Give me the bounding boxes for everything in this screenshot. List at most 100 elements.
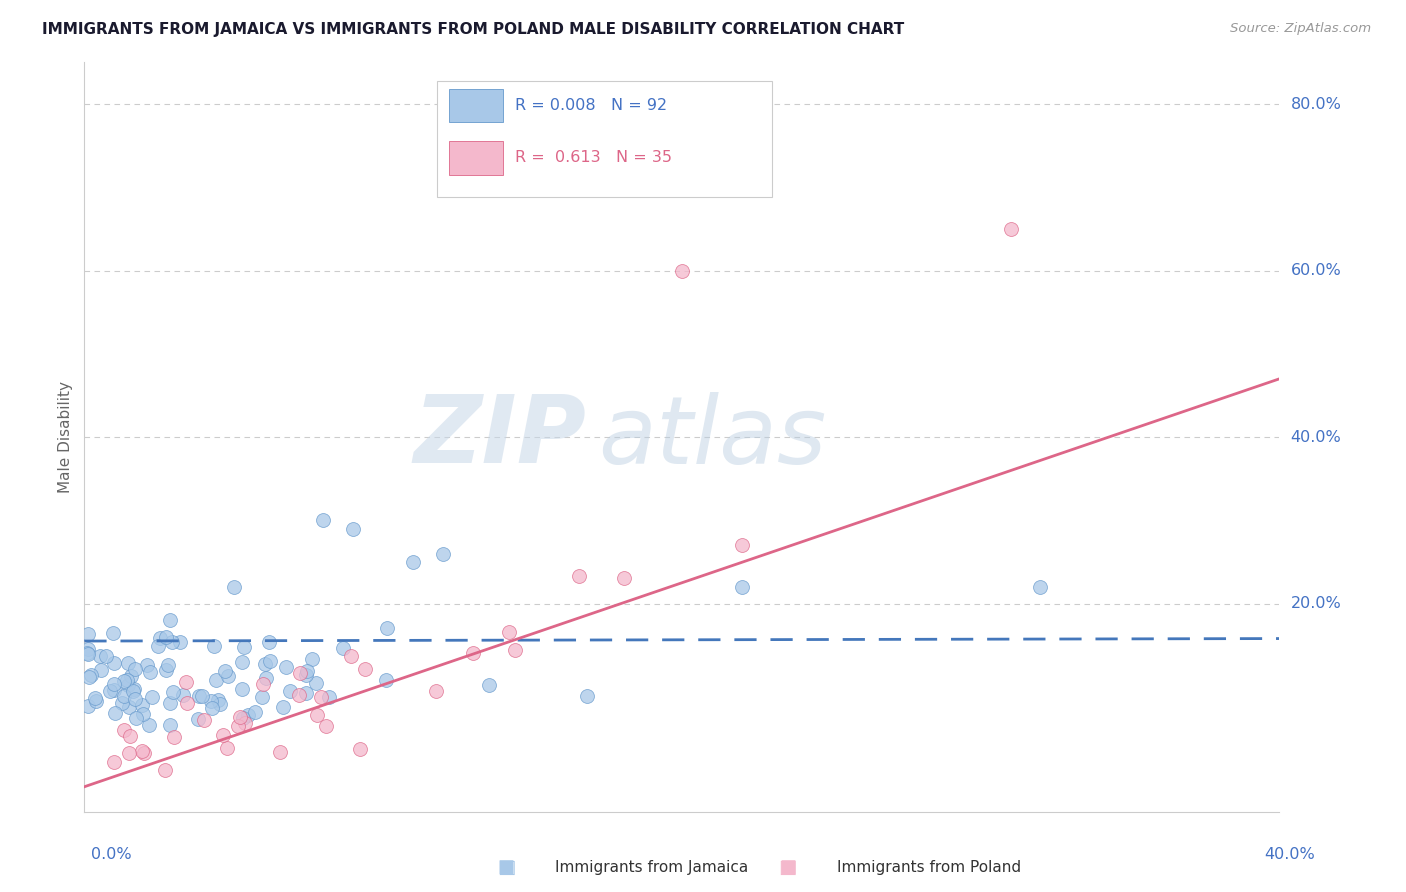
Point: [120, 729, 142, 743]
Text: IMMIGRANTS FROM JAMAICA VS IMMIGRANTS FROM POLAND MALE DISABILITY CORRELATION CH: IMMIGRANTS FROM JAMAICA VS IMMIGRANTS FR…: [42, 22, 904, 37]
Point: [232, 711, 254, 725]
Point: [271, 700, 294, 714]
Point: [193, 713, 215, 727]
Text: R = 0.008   N = 92: R = 0.008 N = 92: [515, 97, 666, 112]
Point: [498, 625, 520, 640]
Point: [233, 716, 256, 731]
Point: [731, 538, 754, 552]
Point: [315, 719, 337, 733]
Text: 80.0%: 80.0%: [1291, 96, 1341, 112]
Point: [202, 639, 225, 653]
Point: [101, 626, 124, 640]
Point: [163, 730, 186, 744]
Point: [461, 646, 484, 660]
Point: [132, 706, 155, 721]
Point: [342, 522, 364, 536]
Point: [103, 706, 125, 720]
Text: atlas: atlas: [599, 392, 827, 483]
Point: [215, 740, 238, 755]
Point: [141, 690, 163, 704]
Point: [131, 698, 153, 713]
Point: [478, 678, 501, 692]
Point: [354, 661, 377, 675]
Point: [103, 683, 125, 698]
Point: [115, 673, 138, 688]
Point: [172, 688, 194, 702]
Point: [375, 622, 398, 636]
Point: [311, 690, 333, 705]
Text: 20.0%: 20.0%: [1291, 596, 1341, 611]
Point: [117, 656, 139, 670]
Point: [222, 580, 245, 594]
Point: [138, 718, 160, 732]
Point: [207, 693, 229, 707]
Point: [176, 696, 198, 710]
Point: [295, 668, 318, 682]
Point: [118, 746, 141, 760]
Point: [77, 627, 100, 641]
Point: [297, 664, 319, 678]
Text: 40.0%: 40.0%: [1264, 847, 1315, 863]
FancyBboxPatch shape: [449, 88, 503, 122]
Point: [200, 694, 222, 708]
Point: [155, 663, 177, 677]
Point: [103, 677, 125, 691]
Point: [162, 684, 184, 698]
Point: [155, 631, 177, 645]
Point: [162, 635, 184, 649]
Text: 0.0%: 0.0%: [91, 847, 132, 863]
Point: [1029, 580, 1052, 594]
Point: [122, 684, 145, 698]
Point: [77, 670, 100, 684]
Point: [132, 747, 156, 761]
Point: [112, 674, 135, 689]
Point: [159, 717, 181, 731]
Point: [169, 634, 191, 648]
FancyBboxPatch shape: [449, 141, 503, 175]
Point: [332, 640, 354, 655]
Text: 40.0%: 40.0%: [1291, 430, 1341, 444]
Point: [1000, 222, 1022, 236]
Point: [112, 689, 135, 703]
Point: [425, 684, 447, 698]
Point: [301, 652, 323, 666]
Point: [77, 647, 100, 661]
Point: [250, 690, 273, 704]
Point: [103, 755, 125, 769]
Point: [305, 708, 328, 723]
Text: ■: ■: [779, 858, 796, 876]
Point: [402, 555, 425, 569]
Text: 60.0%: 60.0%: [1291, 263, 1341, 278]
Point: [731, 580, 754, 594]
Point: [269, 745, 291, 759]
Point: [229, 710, 252, 724]
Point: [94, 648, 117, 663]
Point: [201, 700, 224, 714]
Point: [217, 668, 239, 682]
Point: [84, 694, 107, 708]
Point: [76, 646, 98, 660]
Point: [318, 690, 340, 704]
Point: [288, 688, 311, 702]
Point: [90, 663, 112, 677]
Point: [191, 689, 214, 703]
Point: [131, 744, 153, 758]
Point: [135, 657, 157, 672]
Point: [124, 691, 146, 706]
Point: [503, 643, 526, 657]
Point: [305, 676, 328, 690]
Point: [89, 648, 111, 663]
Point: [211, 728, 233, 742]
Point: [671, 263, 693, 277]
Point: [204, 673, 226, 688]
FancyBboxPatch shape: [437, 81, 772, 197]
Point: [84, 691, 107, 706]
Point: [226, 719, 249, 733]
Point: [613, 572, 636, 586]
Point: [124, 682, 146, 697]
Point: [76, 642, 98, 657]
Point: [432, 547, 454, 561]
Point: [254, 671, 277, 685]
Text: Immigrants from Poland: Immigrants from Poland: [837, 860, 1021, 874]
Point: [236, 708, 259, 723]
